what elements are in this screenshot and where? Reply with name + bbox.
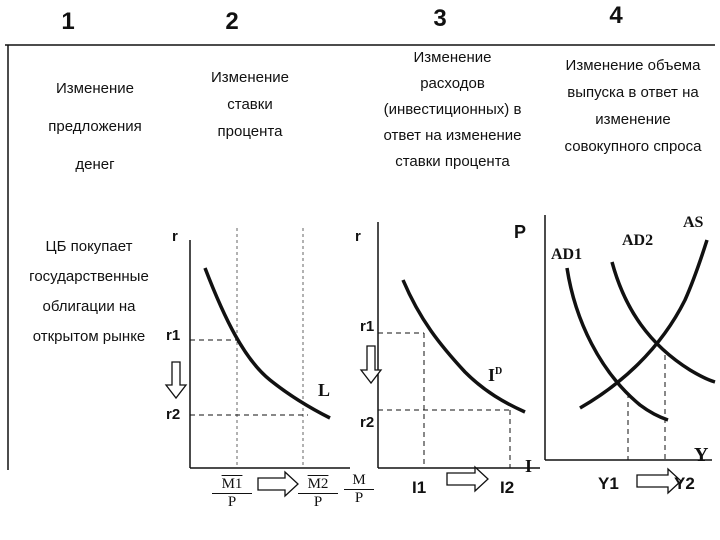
ad1-curve xyxy=(565,267,669,422)
investment-graph xyxy=(359,222,540,493)
money-market-graph xyxy=(164,228,350,498)
invest-r1-label: r1 xyxy=(360,318,375,335)
y2-label: Y2 xyxy=(674,474,695,493)
m1-numerator: M1 xyxy=(212,476,252,494)
m1-over-p-label: M1 P xyxy=(212,476,252,511)
money-r2-label: r2 xyxy=(166,406,181,423)
ad1-label: AD1 xyxy=(551,246,583,263)
text-line: облигации на xyxy=(42,298,136,315)
ad-as-graph xyxy=(544,215,716,495)
invest-r2-label: r2 xyxy=(360,414,375,431)
heading-line: Изменение объема xyxy=(565,57,701,74)
heading-line: выпуска в ответ на xyxy=(567,84,699,101)
heading-line: ставки xyxy=(227,96,273,113)
heading-line: Изменение xyxy=(56,80,134,97)
invest-right-arrow xyxy=(446,465,489,493)
column-1-heading: Изменение предложения денег xyxy=(20,70,170,184)
investment-demand-label: ID xyxy=(488,365,502,386)
price-axis-p-label: P xyxy=(514,222,527,242)
column-number-4: 4 xyxy=(609,2,623,29)
column-number-1: 1 xyxy=(61,8,75,35)
heading-line: процента xyxy=(217,123,283,140)
i2-label: I2 xyxy=(500,478,515,497)
ad2-curve xyxy=(610,261,716,384)
column-2-heading: Изменение ставки процента xyxy=(170,64,330,145)
m-over-p-axis-label: M P xyxy=(344,472,374,507)
invest-axis-r-label: r xyxy=(355,228,361,245)
money-demand-label-l: L xyxy=(318,380,331,400)
column-number-3: 3 xyxy=(433,5,447,32)
column-number-2: 2 xyxy=(225,8,239,35)
ad2-label: AD2 xyxy=(622,232,654,249)
output-axis-y-label: Y xyxy=(694,444,709,466)
text-line: открытом рынке xyxy=(32,328,146,345)
heading-line: расходов xyxy=(420,75,485,92)
m-numerator: M xyxy=(344,472,374,490)
heading-line: изменение xyxy=(595,111,671,128)
m2-over-p-label: M2 P xyxy=(298,476,338,511)
heading-line: ответ на изменение xyxy=(383,127,522,144)
heading-line: предложения xyxy=(48,118,142,135)
as-curve xyxy=(579,239,709,410)
column-4-heading: Изменение объема выпуска в ответ на изме… xyxy=(548,52,718,160)
heading-line: ставки процента xyxy=(395,153,510,170)
heading-line: Изменение xyxy=(211,69,289,86)
id-superscript: D xyxy=(495,366,503,377)
central-bank-action-text: ЦБ покупает государственные облигации на… xyxy=(14,232,164,352)
money-rate-down-arrow xyxy=(164,361,188,400)
heading-line: Изменение xyxy=(413,49,492,66)
money-axis-r-label: r xyxy=(172,228,178,245)
heading-line: совокупного спроса xyxy=(564,138,702,155)
column-3-heading: Изменение расходов (инвестиционных) в от… xyxy=(365,45,540,175)
investment-demand-curve xyxy=(401,279,526,414)
invest-axis-i-label: I xyxy=(525,456,533,476)
output-right-arrow xyxy=(636,467,682,495)
y1-label: Y1 xyxy=(598,474,619,493)
money-demand-curve-l xyxy=(203,267,331,420)
m-denominator: P xyxy=(354,490,364,506)
text-line: государственные xyxy=(29,268,149,285)
m1-denominator: P xyxy=(227,494,237,510)
id-main: I xyxy=(488,365,496,385)
m2-numerator: M2 xyxy=(298,476,338,494)
money-r1-label: r1 xyxy=(166,327,181,344)
heading-line: (инвестиционных) в xyxy=(383,101,522,118)
i1-label: I1 xyxy=(412,478,427,497)
heading-line: денег xyxy=(75,156,115,173)
text-line: ЦБ покупает xyxy=(45,238,133,255)
invest-rate-down-arrow xyxy=(359,345,383,385)
money-supply-right-arrow xyxy=(257,470,299,498)
as-label: AS xyxy=(683,214,704,231)
m2-denominator: P xyxy=(313,494,323,510)
